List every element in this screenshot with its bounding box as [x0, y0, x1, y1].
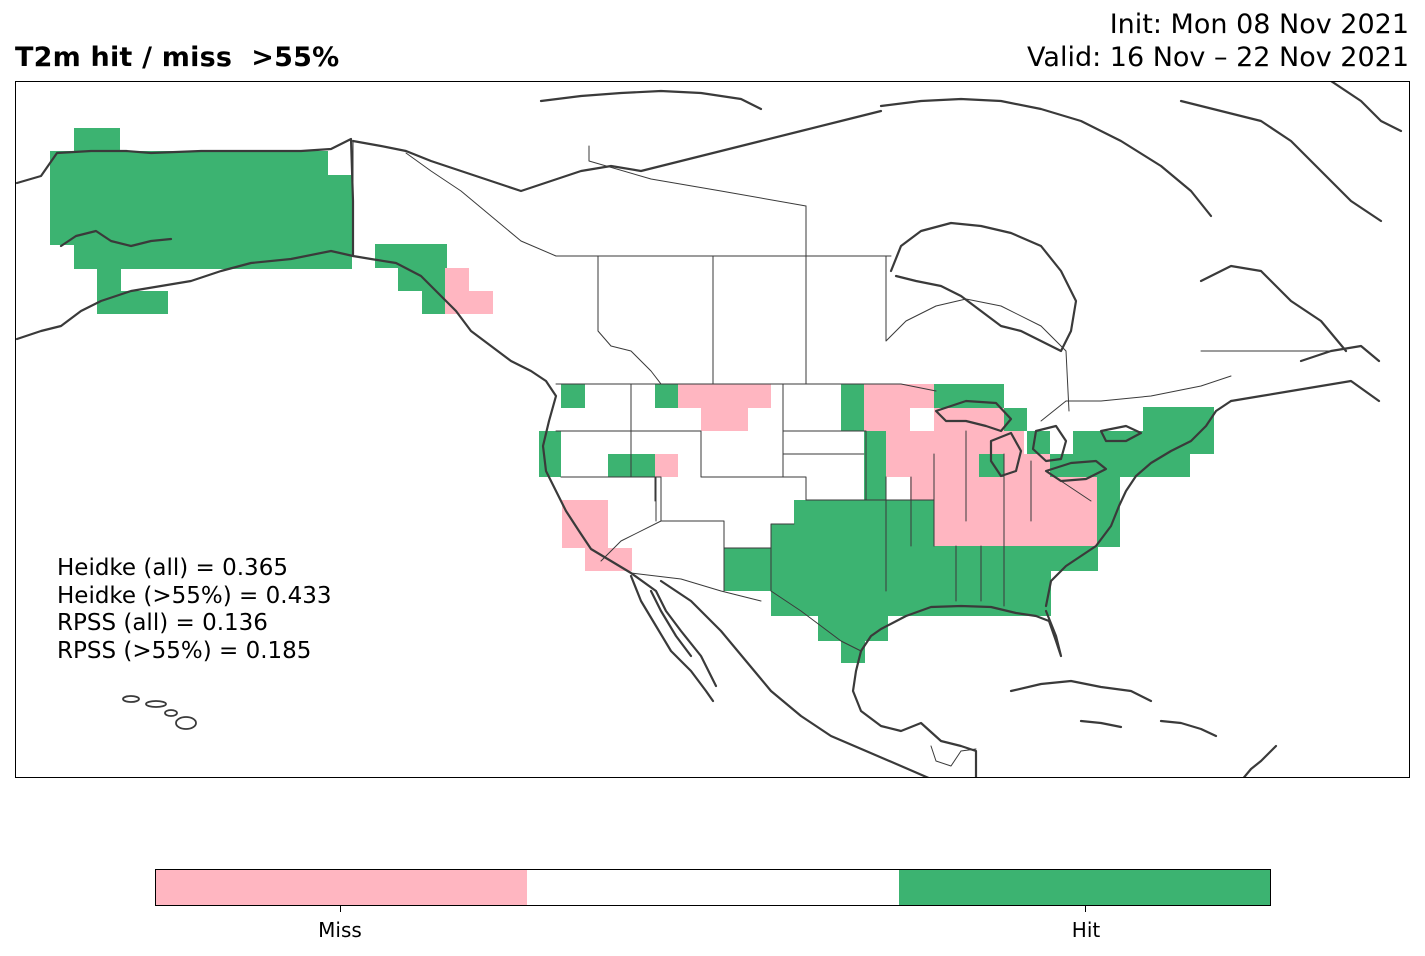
coastline	[351, 109, 883, 193]
coastline	[1031, 424, 1068, 463]
coastline	[629, 574, 715, 703]
hawaii-island	[145, 700, 167, 708]
colorbar-segment	[527, 870, 899, 905]
colorbar-segment	[898, 870, 1270, 905]
political-border	[597, 205, 892, 385]
miss-cell	[562, 524, 608, 548]
miss-cell	[864, 408, 910, 431]
hit-cell	[398, 268, 445, 291]
political-border	[930, 745, 977, 767]
miss-cell	[701, 408, 748, 431]
miss-cell	[934, 523, 1097, 546]
coastline	[59, 229, 173, 248]
miss-cell	[864, 384, 934, 408]
miss-cell	[445, 268, 469, 291]
colorbar	[155, 869, 1271, 906]
coastline	[1044, 399, 1233, 608]
coastline	[1099, 424, 1143, 443]
colorbar-label-hit: Hit	[1071, 918, 1101, 942]
political-border	[555, 383, 937, 392]
coastline	[659, 579, 930, 777]
miss-cell	[934, 500, 1097, 523]
miss-cell	[864, 431, 1024, 454]
init-date: Init: Mon 08 Nov 2021	[1109, 9, 1409, 40]
hit-cell	[97, 269, 121, 291]
map-panel	[15, 81, 1410, 778]
hit-cell	[818, 616, 888, 641]
colorbar-tick-hit	[1085, 906, 1086, 912]
political-border	[405, 152, 662, 385]
hit-cell	[74, 128, 120, 152]
coastline	[16, 249, 355, 341]
hit-cell	[539, 431, 561, 477]
miss-cell	[562, 500, 608, 524]
map-title: T2m hit / miss >55%	[15, 42, 340, 73]
hit-cell	[50, 175, 352, 221]
coastline	[1179, 99, 1383, 223]
coastline	[1009, 679, 1218, 738]
miss-cell	[886, 454, 979, 477]
hit-cell	[841, 384, 864, 431]
hit-cell	[1027, 431, 1050, 454]
coastline	[879, 97, 1213, 218]
north-america-map	[16, 82, 1403, 777]
hit-cell	[74, 245, 352, 269]
colorbar-label-miss: Miss	[318, 918, 362, 942]
coastline	[1242, 744, 1278, 777]
coastline	[539, 89, 763, 111]
hit-cell	[1004, 571, 1051, 616]
hit-cell	[1143, 454, 1190, 477]
political-border	[588, 145, 807, 207]
hit-cell	[724, 548, 957, 571]
hit-cell	[794, 500, 934, 524]
rpss-55-score: RPSS (>55%) = 0.185	[57, 637, 312, 664]
coastline	[1199, 264, 1348, 353]
hit-cell	[422, 291, 446, 314]
hawaii-island	[175, 716, 197, 730]
coastline	[1330, 82, 1403, 133]
hit-cell	[97, 291, 168, 314]
political-border	[555, 383, 784, 592]
hit-cell	[50, 221, 352, 245]
hawaii-island	[164, 709, 178, 717]
hit-cell	[375, 244, 447, 268]
map-subtitle: Init: Mon 08 Nov 2021 Valid: 16 Nov – 22…	[1027, 8, 1409, 74]
hit-cell	[724, 571, 1051, 591]
hawaii-island	[122, 695, 140, 703]
coastline	[1229, 344, 1381, 403]
hit-cell	[1004, 408, 1027, 431]
colorbar-segment	[156, 870, 528, 905]
miss-cell	[445, 291, 493, 314]
political-border	[885, 476, 1005, 607]
hit-cell	[934, 384, 1004, 408]
coastline	[16, 137, 718, 688]
hit-cell	[561, 384, 585, 408]
hit-cell	[771, 524, 934, 548]
political-border	[885, 255, 1070, 412]
political-border	[933, 430, 1092, 547]
skill-scores: Heidke (all) = 0.365 Heidke (>55%) = 0.4…	[57, 555, 331, 665]
coastline	[989, 431, 1023, 478]
political-border	[630, 572, 862, 652]
coastline	[934, 399, 1013, 433]
rpss-all-score: RPSS (all) = 0.136	[57, 610, 268, 636]
colorbar-tick-miss	[340, 906, 341, 912]
political-border	[600, 476, 662, 562]
hit-cell	[50, 151, 328, 175]
miss-cell	[655, 454, 678, 477]
heidke-55-score: Heidke (>55%) = 0.433	[57, 582, 332, 609]
hit-cell	[1097, 477, 1120, 500]
political-border	[1040, 375, 1232, 422]
miss-cell	[678, 384, 771, 408]
hit-cell	[864, 431, 886, 500]
coastline	[889, 221, 1078, 353]
coastline	[851, 649, 978, 777]
coastline	[859, 604, 1063, 658]
valid-range: Valid: 16 Nov – 22 Nov 2021	[1027, 42, 1409, 73]
heidke-all-score: Heidke (all) = 0.365	[57, 555, 288, 581]
hit-cell	[655, 384, 678, 408]
